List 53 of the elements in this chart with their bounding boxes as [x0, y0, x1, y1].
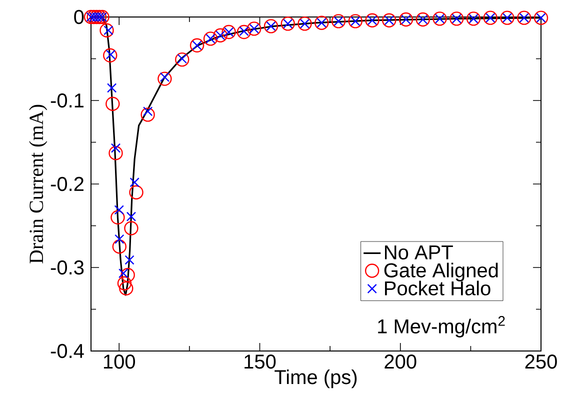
x-tick-label: 150: [244, 354, 276, 369]
point: [117, 276, 132, 290]
point: [140, 108, 155, 122]
point: [106, 96, 120, 111]
point: [466, 12, 481, 26]
point: [129, 185, 144, 200]
point: [203, 32, 218, 46]
annotation: 1 Mev-mg/cm$^{2}$: [378, 316, 505, 338]
point: [314, 16, 329, 30]
legend-label: Gate Aligned: [384, 262, 498, 282]
legend-label: Pocket Halo: [385, 280, 490, 296]
point: [110, 210, 125, 224]
point: [124, 255, 134, 265]
point: [112, 240, 127, 254]
point: [213, 28, 228, 42]
point: [114, 205, 124, 215]
point: [190, 38, 204, 52]
point: [120, 268, 135, 282]
y-tick-label: -0.3: [50, 260, 84, 275]
point: [331, 14, 346, 28]
point: [114, 234, 124, 244]
point: [280, 16, 295, 31]
point: [450, 12, 464, 26]
point: [158, 72, 172, 86]
point: [365, 13, 380, 28]
x-tick-label: 100: [104, 354, 136, 369]
y-tick-label: 0: [74, 10, 84, 24]
point: [348, 14, 362, 28]
y-tick-label: -0.4: [50, 344, 84, 358]
point: [100, 23, 114, 38]
point: [124, 221, 138, 236]
point: [222, 24, 236, 40]
point: [126, 212, 136, 222]
point: [534, 10, 548, 25]
legend-label: No APT: [385, 246, 453, 260]
point: [175, 52, 190, 67]
point: [382, 13, 396, 28]
point: [264, 19, 278, 34]
x-axis-title: Time (ps): [274, 370, 357, 388]
point: [130, 177, 140, 188]
y-tick-label: -0.1: [50, 93, 84, 108]
y-tick-label: -0.2: [50, 176, 84, 192]
point: [106, 83, 117, 93]
point: [119, 281, 134, 296]
point: [517, 10, 532, 25]
point: [416, 12, 430, 27]
point: [90, 10, 104, 24]
y-axis-title: Drain Current (mA): [29, 104, 48, 264]
x-tick-label: 250: [525, 354, 557, 369]
point: [108, 146, 123, 160]
point: [103, 48, 118, 63]
point: [483, 10, 498, 25]
x-tick-label: 200: [384, 354, 416, 369]
